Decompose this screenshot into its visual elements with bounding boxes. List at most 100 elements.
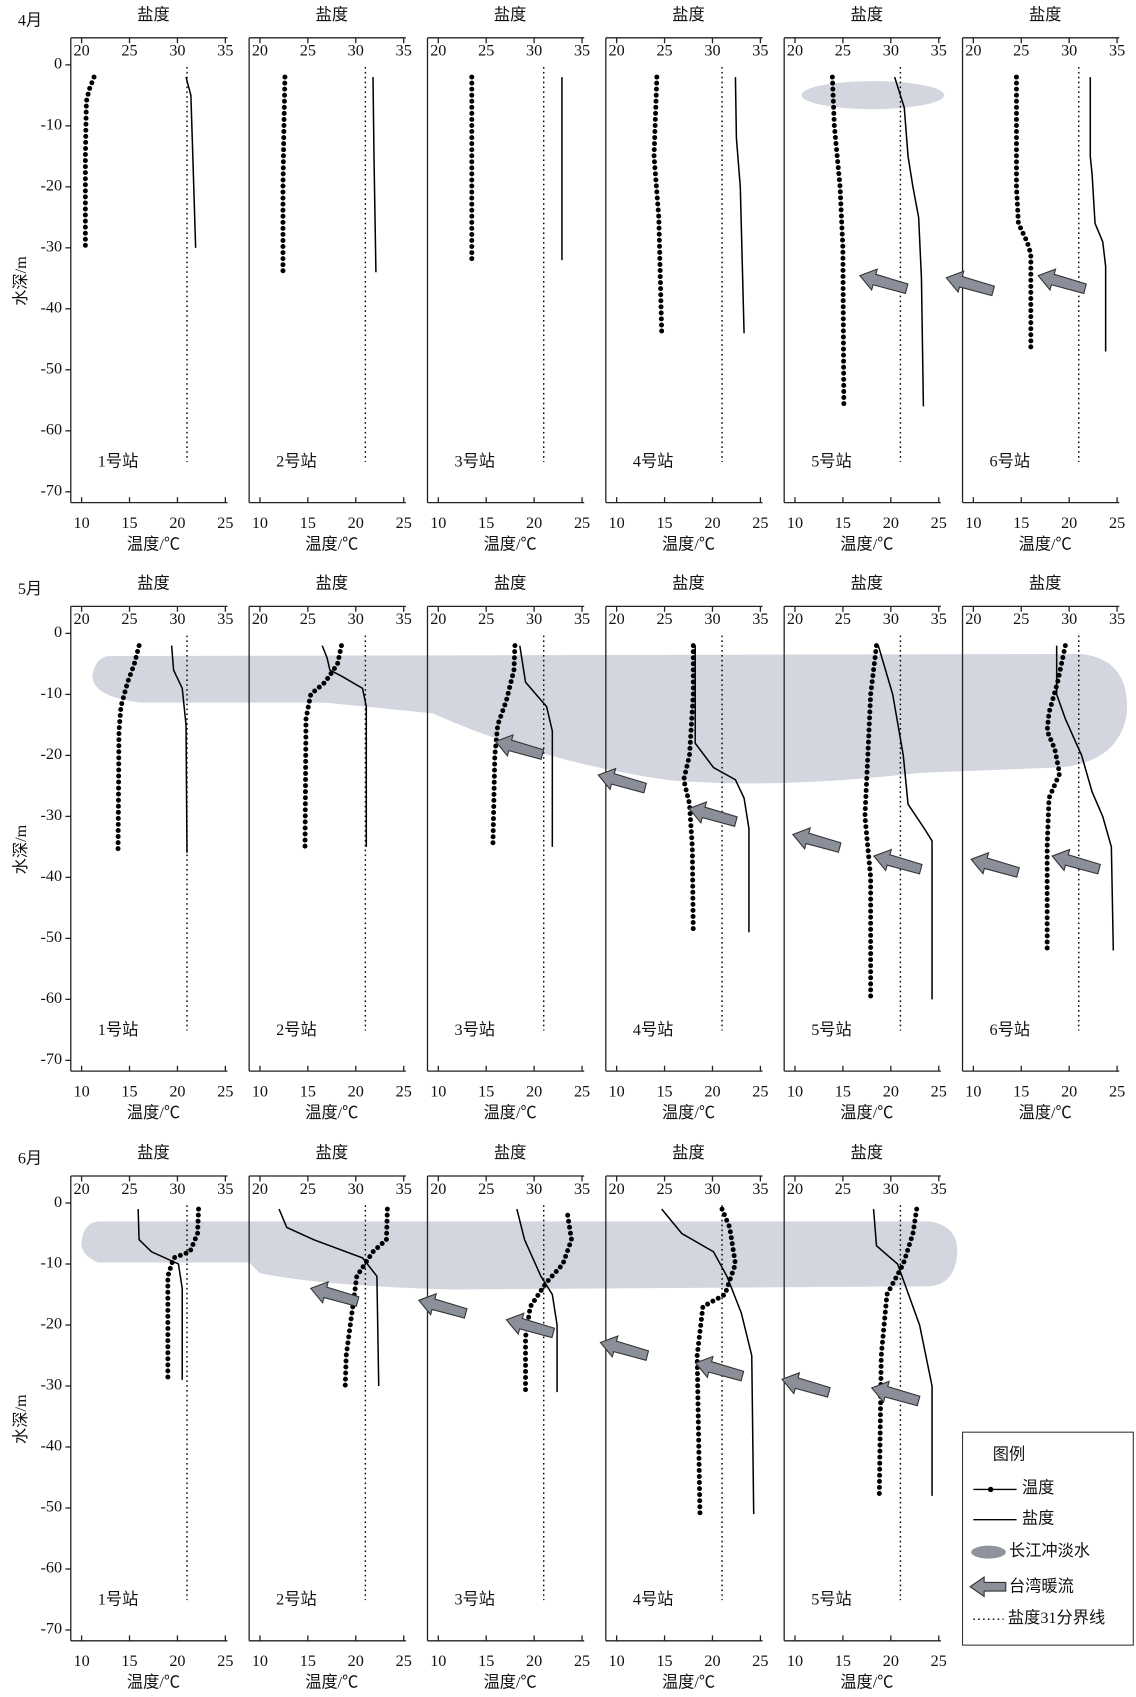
- x2-axis-title: 盐度: [851, 1144, 883, 1162]
- temperature-profile: [342, 1206, 390, 1389]
- y-tick-label: -30: [41, 806, 63, 824]
- x2-tick-label: 30: [1061, 42, 1077, 60]
- x2-tick-label: 35: [931, 610, 947, 628]
- x2-axis-title: 盐度: [137, 6, 169, 24]
- x-tick-label: 20: [169, 1083, 185, 1101]
- x2-tick-label: 20: [609, 1180, 625, 1198]
- x2-tick-label: 25: [1013, 610, 1029, 628]
- salinity-profile: [516, 1208, 558, 1393]
- y-tick-label: -60: [41, 1559, 63, 1577]
- x-tick-label: 10: [430, 1083, 446, 1101]
- legend-label: 温度: [1022, 1479, 1054, 1497]
- y-tick-label: 0: [54, 623, 62, 641]
- warm-current-arrow: [858, 268, 909, 295]
- background-layer: [81, 81, 1128, 1290]
- x2-axis-title: 盐度: [672, 574, 704, 592]
- temperature-profile: [694, 1206, 738, 1517]
- salinity-profile: [877, 645, 933, 1000]
- y-tick-label: -60: [41, 989, 63, 1007]
- x-tick-label: 20: [348, 1652, 364, 1670]
- x2-tick-label: 30: [704, 1180, 720, 1198]
- x-tick-label: 15: [300, 514, 316, 532]
- x-tick-label: 20: [169, 1652, 185, 1670]
- x2-tick-label: 30: [883, 1180, 899, 1198]
- x2-tick-label: 35: [752, 610, 768, 628]
- x-tick-label: 15: [835, 1083, 851, 1101]
- x-tick-label: 25: [752, 1083, 768, 1101]
- x2-tick-label: 35: [574, 42, 590, 60]
- x-tick-label: 10: [252, 1083, 268, 1101]
- salinity-profile: [734, 77, 745, 334]
- x-tick-label: 25: [752, 1652, 768, 1670]
- station-label: 3号站: [455, 1021, 496, 1039]
- x-tick-label: 25: [396, 1652, 412, 1670]
- x-tick-label: 20: [169, 514, 185, 532]
- x2-tick-label: 25: [835, 1180, 851, 1198]
- y-tick-label: -10: [41, 1254, 63, 1272]
- x-tick-label: 25: [1109, 514, 1125, 532]
- salinity-profile: [872, 1209, 933, 1496]
- warm-current-arrow: [870, 1380, 921, 1407]
- x-tick-label: 20: [1061, 1083, 1077, 1101]
- x2-axis-title: 盐度: [316, 574, 348, 592]
- station-label: 3号站: [455, 1591, 496, 1609]
- station-label: 2号站: [276, 1591, 317, 1609]
- temperature-profile: [165, 1206, 202, 1383]
- x2-axis-title: 盐度: [494, 1144, 526, 1162]
- warm-current-arrow: [688, 801, 738, 827]
- x2-tick-label: 25: [656, 42, 672, 60]
- x2-tick-label: 25: [300, 42, 316, 60]
- x-tick-label: 20: [883, 514, 899, 532]
- x-tick-label: 15: [478, 514, 494, 532]
- salinity-profile: [278, 1208, 380, 1387]
- x-axis-title: 温度/℃: [662, 536, 715, 554]
- y-tick-label: -30: [41, 238, 63, 256]
- warm-current-arrow: [599, 1335, 650, 1361]
- station-label: 4号站: [633, 452, 674, 470]
- x2-axis-title: 盐度: [316, 1144, 348, 1162]
- x2-tick-label: 25: [300, 610, 316, 628]
- x2-axis-title: 盐度: [672, 1144, 704, 1162]
- x2-tick-label: 20: [73, 610, 89, 628]
- y-tick-label: -20: [41, 1315, 63, 1333]
- x-tick-label: 15: [835, 514, 851, 532]
- x-axis-title: 温度/℃: [305, 1104, 358, 1122]
- x-tick-label: 20: [348, 514, 364, 532]
- x2-tick-label: 20: [73, 42, 89, 60]
- station-label: 6号站: [990, 452, 1031, 470]
- month-label: 5月: [18, 580, 42, 598]
- x-tick-label: 10: [609, 1652, 625, 1670]
- station-label: 3号站: [455, 452, 496, 470]
- x-tick-label: 15: [835, 1652, 851, 1670]
- station-label: 6号站: [990, 1021, 1031, 1039]
- y-axis-title: 水深/m: [12, 256, 30, 306]
- x-tick-label: 15: [656, 1652, 672, 1670]
- x-tick-label: 25: [931, 1652, 947, 1670]
- station-label: 5号站: [811, 1021, 852, 1039]
- x-tick-label: 25: [574, 514, 590, 532]
- x-tick-label: 25: [217, 514, 233, 532]
- diluted-water: [92, 653, 1128, 784]
- x2-tick-label: 25: [121, 610, 137, 628]
- x2-tick-label: 25: [121, 42, 137, 60]
- x-tick-label: 20: [704, 1652, 720, 1670]
- x2-tick-label: 35: [1109, 610, 1125, 628]
- legend-swatch: [971, 1545, 1006, 1559]
- x-axis-title: 温度/℃: [840, 536, 893, 554]
- y-tick-label: -10: [41, 684, 63, 702]
- x-axis-title: 温度/℃: [662, 1674, 715, 1692]
- x2-axis-title: 盐度: [851, 6, 883, 24]
- x2-tick-label: 20: [430, 1180, 446, 1198]
- x2-tick-label: 30: [1061, 610, 1077, 628]
- x-tick-label: 20: [526, 1083, 542, 1101]
- x-tick-label: 25: [931, 1083, 947, 1101]
- x2-tick-label: 30: [169, 1180, 185, 1198]
- diluted-water: [801, 81, 945, 110]
- salinity-profile: [694, 645, 750, 933]
- x2-tick-label: 20: [252, 42, 268, 60]
- x2-tick-label: 35: [931, 42, 947, 60]
- warm-current-arrow: [1037, 268, 1087, 295]
- temperature-profile: [115, 643, 142, 856]
- x-tick-label: 15: [121, 514, 137, 532]
